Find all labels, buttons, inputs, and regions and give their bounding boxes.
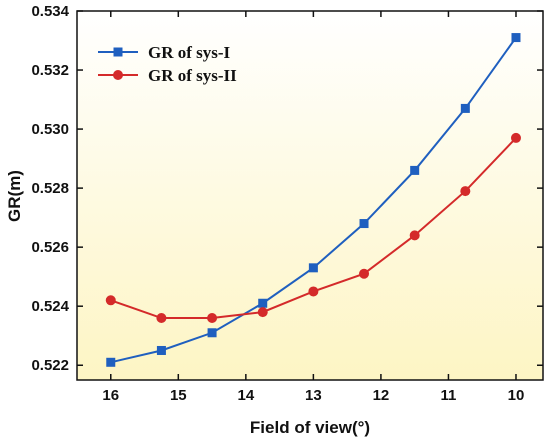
series-2-point: [308, 286, 319, 297]
series-1-point: [359, 219, 369, 229]
y-tick-label: 0.528: [31, 180, 69, 197]
x-axis-title: Field of view(°): [250, 418, 370, 437]
series-1-point: [460, 103, 470, 113]
series-2-point: [105, 295, 116, 306]
legend-marker-2: [113, 70, 123, 80]
series-1-point: [511, 33, 521, 43]
series-2-point: [156, 313, 167, 324]
series-2-point: [510, 132, 521, 143]
series-1-point: [410, 165, 420, 175]
series-1-point: [258, 298, 268, 308]
x-tick-label: 13: [305, 387, 322, 404]
plot-area-frame: [76, 10, 544, 381]
y-tick-label: 0.532: [31, 62, 69, 79]
tick-labels: 16 15 14 13 12 11 10 0.522 0.524 0.526 0.528 0.530 0…: [31, 3, 524, 404]
series-1-point: [106, 357, 116, 367]
x-tick-label: 12: [373, 387, 390, 404]
legend-label-1: GR of sys-I: [148, 43, 231, 62]
series-1-point: [156, 345, 166, 355]
series-layer: [105, 33, 521, 367]
series-2-point: [257, 307, 268, 318]
legend: GR of sys-I GR of sys-II: [98, 43, 237, 85]
x-tick-label: 14: [237, 387, 254, 404]
plot-area-background: [77, 11, 543, 380]
x-tick-label: 11: [441, 387, 457, 404]
series-2-point: [460, 186, 471, 197]
series-1-point: [308, 263, 318, 273]
series-2-point: [207, 313, 218, 324]
y-tick-label: 0.530: [31, 121, 69, 138]
y-tick-label: 0.522: [31, 357, 69, 374]
axis-ticks: [77, 10, 543, 380]
x-tick-label: 16: [102, 387, 119, 404]
legend-label-2: GR of sys-II: [148, 66, 237, 85]
series-2-point: [409, 230, 420, 241]
y-tick-label: 0.534: [31, 3, 69, 20]
y-tick-label: 0.524: [31, 298, 69, 315]
series-2-point: [359, 268, 370, 279]
x-tick-label: 15: [170, 387, 187, 404]
x-tick-label: 10: [508, 387, 525, 404]
series-1-point: [207, 328, 217, 338]
y-tick-label: 0.526: [31, 239, 69, 256]
y-axis-title: GR(m): [5, 170, 24, 222]
legend-marker-1: [113, 47, 123, 57]
